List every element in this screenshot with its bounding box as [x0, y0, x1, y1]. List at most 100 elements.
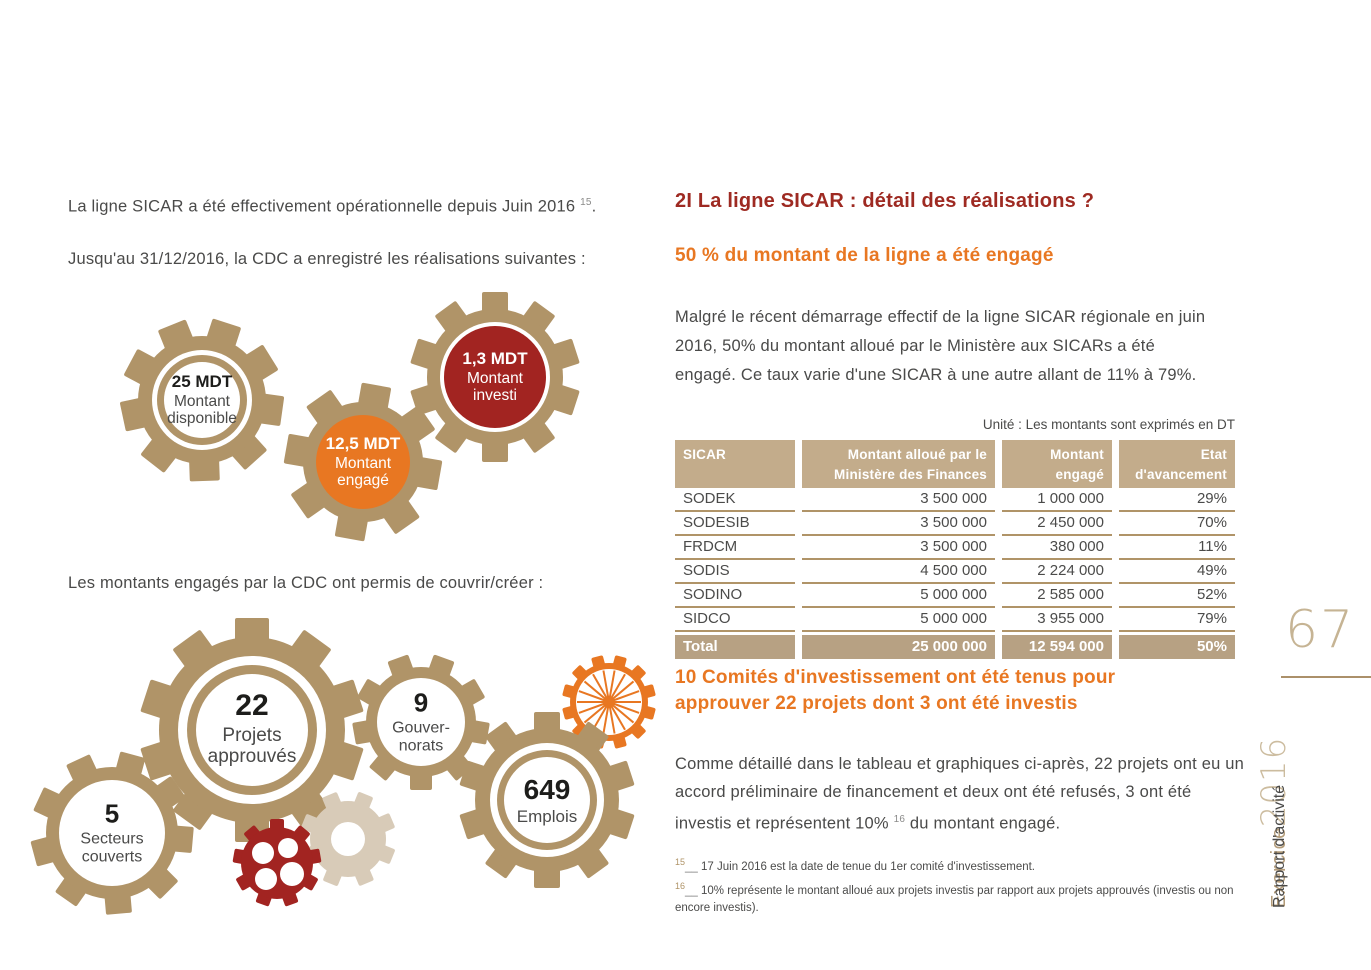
cell-sicar: SIDCO	[675, 608, 795, 633]
gear-label-projets-approuves: 22 Projets approuvés	[208, 689, 297, 767]
stat-value: 5	[104, 798, 120, 829]
cell-alloue: 5 000 000	[802, 584, 995, 609]
footnote-ref-15: 15	[580, 197, 592, 208]
cell-alloue: 3 500 000	[802, 488, 995, 513]
cell-avancement: 70%	[1119, 512, 1235, 537]
table-header-montant-alloue: Montant alloué par le Ministère des Fina…	[802, 440, 995, 489]
body-paragraph-2-end: du montant engagé.	[905, 814, 1061, 833]
total-alloue: 25 000 000	[802, 635, 995, 660]
cell-avancement: 79%	[1119, 608, 1235, 633]
total-engage: 12 594 000	[1002, 635, 1112, 660]
cell-sicar: SODINO	[675, 584, 795, 609]
stat-label: investi	[473, 387, 517, 405]
footnote-marker: 15	[675, 857, 686, 867]
sidebar-rule	[1281, 676, 1371, 678]
cell-engage: 3 955 000	[1002, 608, 1112, 633]
cell-engage: 2 450 000	[1002, 512, 1112, 537]
intro-paragraph-2: Jusqu'au 31/12/2016, la CDC a enregistré…	[68, 250, 586, 268]
cell-alloue: 5 000 000	[802, 608, 995, 633]
cell-engage: 380 000	[1002, 536, 1112, 561]
stat-label: approuvés	[207, 745, 297, 767]
gear-label-emplois: 649 Emplois	[517, 774, 577, 826]
stat-label: Secteurs	[80, 830, 144, 848]
table-header-sicar: SICAR	[675, 440, 795, 489]
gear-label-secteurs-couverts: 5 Secteurs couverts	[80, 798, 144, 867]
gear-montant-disponible	[114, 312, 290, 488]
cell-engage: 2 585 000	[1002, 584, 1112, 609]
stat-label: couverts	[81, 848, 143, 866]
footnotes: 15__ 17 Juin 2016 est la date de tenue d…	[675, 856, 1265, 921]
cell-alloue: 3 500 000	[802, 536, 995, 561]
footnote-separator: __	[685, 884, 698, 897]
stat-value: 9	[413, 687, 429, 718]
section-heading: 2I La ligne SICAR : détail des réalisati…	[675, 190, 1095, 212]
total-avancement: 50%	[1119, 635, 1235, 660]
gear-label-montant-engage: 12,5 MDT Montant engagé	[326, 434, 401, 490]
table-row: SODINO 5 000 000 2 585 000 52%	[675, 584, 1235, 609]
body-paragraph-2-text: Comme détaillé dans le tableau et graphi…	[675, 755, 1245, 833]
footnote-separator: __	[685, 860, 698, 873]
cell-avancement: 29%	[1119, 488, 1235, 513]
cell-engage: 2 224 000	[1002, 560, 1112, 585]
total-label: Total	[675, 635, 795, 660]
spoked-wheel-gear-icon	[561, 654, 657, 750]
footnote-text: 10% représente le montant alloué aux pro…	[675, 884, 1234, 915]
table-row: FRDCM 3 500 000 380 000 11%	[675, 536, 1235, 561]
footnote-marker: 16	[675, 880, 686, 891]
footnote-ref-16: 16	[893, 814, 906, 825]
cell-avancement: 11%	[1119, 536, 1235, 561]
stat-value: 12,5 MDT	[325, 434, 401, 454]
stat-value: 25 MDT	[171, 372, 233, 392]
footnote-15: 15__ 17 Juin 2016 est la date de tenue d…	[675, 856, 1265, 877]
gear-label-montant-disponible: 25 MDT Montant disponible	[167, 372, 237, 428]
intro-paragraph-1: La ligne SICAR a été effectivement opéra…	[68, 190, 668, 220]
stat-label: Montant	[334, 455, 392, 473]
cell-avancement: 52%	[1119, 584, 1235, 609]
table-header-montant-engage: Montant engagé	[1002, 440, 1112, 489]
intro-paragraph-1-text: La ligne SICAR a été effectivement opéra…	[68, 197, 576, 216]
gear-gouvernorats	[351, 652, 491, 792]
stat-label: engagé	[337, 472, 389, 490]
gear-secteurs-couverts	[29, 750, 195, 916]
stat-label: disponible	[167, 410, 237, 428]
sub-heading-engagement: 50 % du montant de la ligne a été engagé	[675, 245, 1054, 266]
cell-sicar: FRDCM	[675, 536, 795, 561]
page-number: 67	[1285, 600, 1356, 660]
gear-emplois	[457, 710, 637, 890]
cell-alloue: 4 500 000	[802, 560, 995, 585]
table-row: SIDCO 5 000 000 3 955 000 79%	[675, 608, 1235, 633]
report-vertical-label: Rapport d'activité	[1271, 784, 1288, 908]
red-gear-icon	[229, 815, 325, 911]
cell-sicar: SODIS	[675, 560, 795, 585]
intro-paragraph-1-period: .	[591, 197, 597, 216]
stat-label: Montant	[173, 393, 230, 411]
body-paragraph-1: Malgré le récent démarrage effectif de l…	[675, 308, 1206, 384]
gear-montant-engage	[281, 380, 445, 544]
body-paragraph-2: Comme détaillé dans le tableau et graphi…	[675, 750, 1250, 838]
stat-value: 1,3 MDT	[462, 349, 528, 369]
table-row: SODIS 4 500 000 2 224 000 49%	[675, 560, 1235, 585]
cell-alloue: 3 500 000	[802, 512, 995, 537]
sub-heading-comites: 10 Comités d'investissement ont été tenu…	[675, 667, 1116, 714]
stat-label: Montant	[466, 370, 523, 388]
stat-label: Gouver-	[392, 719, 450, 737]
stat-value: 649	[523, 773, 571, 805]
intro-paragraph-3: Les montants engagés par la CDC ont perm…	[68, 574, 544, 592]
stat-label: norats	[398, 737, 444, 755]
gear-label-gouvernorats: 9 Gouver- norats	[392, 687, 450, 756]
sicar-table: SICAR Montant alloué par le Ministère de…	[675, 440, 1235, 660]
cell-avancement: 49%	[1119, 560, 1235, 585]
table-header-etat-avancement: Etat d'avancement	[1119, 440, 1235, 489]
footnote-text: 17 Juin 2016 est la date de tenue du 1er…	[701, 860, 1036, 873]
cell-sicar: SODESIB	[675, 512, 795, 537]
cell-engage: 1 000 000	[1002, 488, 1112, 513]
table-row: SODEK 3 500 000 1 000 000 29%	[675, 488, 1235, 513]
stat-label: Projets	[222, 724, 282, 746]
stat-label: Emplois	[516, 807, 578, 827]
footnote-16: 16__ 10% représente le montant alloué au…	[675, 880, 1265, 918]
stat-value: 22	[235, 688, 269, 722]
table-header-row: SICAR Montant alloué par le Ministère de…	[675, 440, 1235, 489]
gear-label-montant-investi: 1,3 MDT Montant investi	[462, 349, 527, 405]
gear-projets-approuves	[137, 615, 367, 845]
